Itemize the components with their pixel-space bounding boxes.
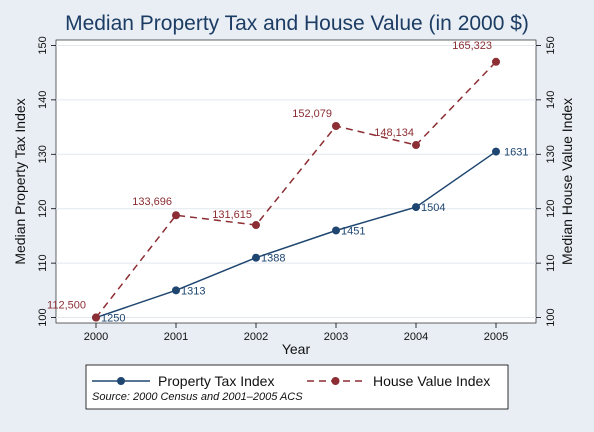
chart-title: Median Property Tax and House Value (in … bbox=[65, 12, 529, 35]
data-label-property-tax-index: 1451 bbox=[341, 225, 365, 237]
gridlines bbox=[56, 44, 536, 319]
data-label-house-value-index: 165,323 bbox=[452, 40, 492, 52]
data-label-house-value-index: 152,079 bbox=[292, 108, 332, 120]
data-label-house-value-index: 133,696 bbox=[132, 196, 172, 208]
y-tick-label-right: 130 bbox=[545, 145, 557, 163]
legend: Property Tax Index House Value Index Sour… bbox=[85, 364, 509, 410]
data-label-property-tax-index: 1504 bbox=[421, 202, 445, 214]
data-label-property-tax-index: 1313 bbox=[181, 285, 205, 297]
legend-items: Property Tax Index House Value Index bbox=[92, 373, 490, 389]
data-label-house-value-index: 112,500 bbox=[47, 300, 86, 312]
data-label-property-tax-index: 1631 bbox=[504, 147, 528, 159]
data-label-house-value-index: 148,134 bbox=[374, 127, 414, 139]
plot-area bbox=[55, 39, 537, 324]
data-label-property-tax-index: 1250 bbox=[101, 313, 125, 325]
axes: 100 100 110 110 120 120 130 130 140 140 150 150 2000… bbox=[37, 36, 557, 343]
legend-label-property-tax-index: Property Tax Index bbox=[158, 373, 274, 389]
data-point-house-value-index bbox=[332, 121, 340, 130]
data-point-property-tax-index bbox=[412, 203, 420, 212]
x-tick-label: 2003 bbox=[324, 331, 348, 343]
series-line-property-tax-index bbox=[95, 150, 497, 319]
y-tick-label-left: 150 bbox=[37, 36, 49, 54]
data-point-property-tax-index bbox=[492, 147, 500, 156]
x-tick-label: 2004 bbox=[404, 331, 428, 343]
x-tick-label: 2001 bbox=[164, 331, 188, 343]
data-point-house-value-index bbox=[92, 313, 100, 322]
data-point-house-value-index bbox=[172, 211, 180, 220]
y-axis-right-label: Median House Value Index bbox=[559, 98, 575, 265]
y-tick-label-left: 130 bbox=[37, 145, 49, 163]
y-tick-label-left: 100 bbox=[37, 308, 49, 326]
x-tick-label: 2000 bbox=[84, 331, 108, 343]
x-tick-label: 2002 bbox=[244, 331, 268, 343]
data-point-house-value-index bbox=[412, 141, 420, 150]
data-point-house-value-index bbox=[252, 221, 260, 230]
y-tick-label-right: 140 bbox=[545, 91, 557, 109]
x-tick-label: 2005 bbox=[484, 331, 508, 343]
source-note: Source: 2000 Census and 2001–2005 ACS bbox=[92, 391, 303, 403]
x-axis-label: Year bbox=[282, 341, 311, 357]
legend-label-house-value-index: House Value Index bbox=[373, 373, 490, 389]
data-label-house-value-index: 131,615 bbox=[212, 209, 252, 221]
y-tick-label-left: 120 bbox=[37, 200, 49, 218]
y-axis-left-label: Median Property Tax Index bbox=[12, 98, 28, 264]
y-tick-label-left: 140 bbox=[37, 91, 49, 109]
data-point-property-tax-index bbox=[172, 286, 180, 295]
y-tick-label-right: 110 bbox=[545, 254, 557, 272]
data-label-property-tax-index: 1388 bbox=[261, 253, 285, 265]
y-tick-label-right: 150 bbox=[545, 36, 557, 54]
series-layer bbox=[92, 57, 500, 322]
data-point-house-value-index bbox=[492, 57, 500, 66]
y-tick-label-right: 100 bbox=[545, 308, 557, 326]
y-tick-label-right: 120 bbox=[545, 200, 557, 218]
series-line-house-value-index bbox=[95, 61, 497, 319]
legend-marker-house-value-index bbox=[331, 377, 340, 385]
y-tick-label-left: 110 bbox=[37, 254, 49, 272]
data-point-property-tax-index bbox=[252, 253, 260, 262]
legend-marker-property-tax-index bbox=[117, 377, 125, 385]
data-point-property-tax-index bbox=[332, 226, 340, 235]
data-labels: 1250 1313 1388 1451 1504 1631 112,500 133,696 13… bbox=[47, 40, 528, 325]
legend-box bbox=[85, 364, 509, 410]
